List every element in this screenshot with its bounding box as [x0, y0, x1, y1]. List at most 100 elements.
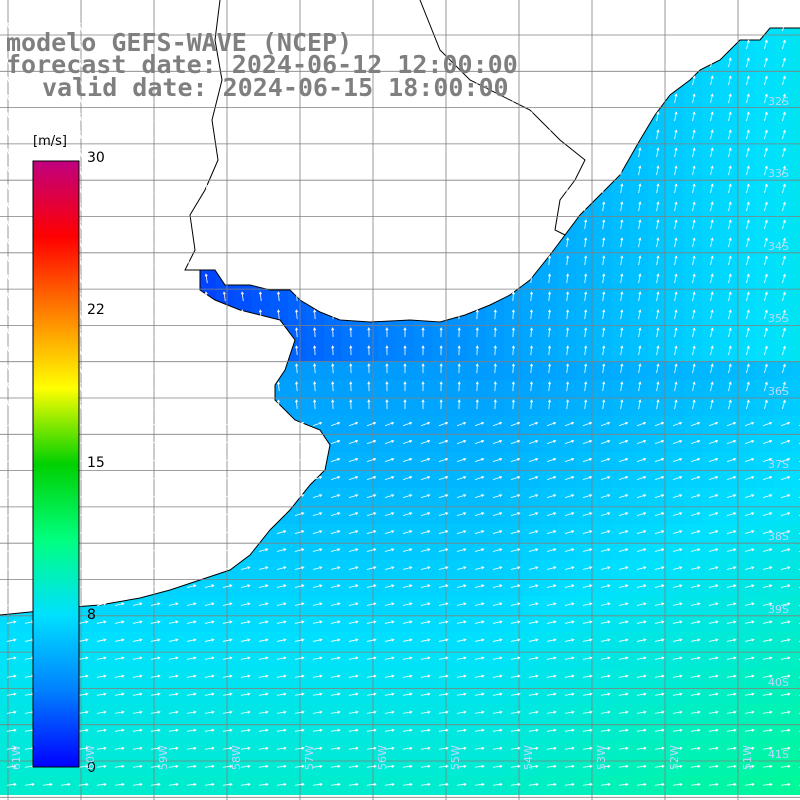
wind-speed-cell [792, 92, 800, 111]
wind-arrow [674, 129, 678, 140]
wind-arrow [618, 710, 629, 714]
wind-speed-cell [396, 452, 415, 471]
wind-speed-cell [342, 380, 361, 399]
wind-arrow [222, 476, 233, 481]
wind-speed-cell [630, 146, 649, 165]
wind-arrow [349, 57, 353, 68]
wind-speed-cell [612, 380, 631, 399]
wind-arrow [439, 255, 443, 266]
wind-speed-cell [684, 326, 703, 345]
wind-arrow [620, 309, 624, 320]
wind-arrow [6, 255, 11, 266]
wind-arrow [566, 291, 570, 302]
wind-speed-cell [576, 398, 595, 417]
wind-speed-cell [198, 722, 217, 741]
wind-arrow [708, 566, 719, 570]
wind-arrow [204, 57, 208, 68]
wind-speed-cell [252, 704, 271, 723]
wind-arrow [313, 381, 317, 392]
wind-speed-cell [378, 740, 397, 759]
wind-arrow [168, 291, 172, 302]
wind-arrow [656, 39, 660, 50]
wind-arrow [114, 129, 118, 140]
wind-arrow [475, 219, 479, 230]
wind-arrow [258, 21, 262, 32]
lat-label: 38S [768, 530, 789, 543]
wind-speed-cell [522, 380, 541, 399]
wind-speed-cell [396, 560, 415, 579]
wind-speed-cell [702, 254, 721, 273]
wind-arrow [348, 512, 359, 516]
wind-arrow [746, 39, 750, 50]
wind-arrow [114, 399, 118, 410]
wind-arrow [348, 728, 359, 732]
wind-speed-cell [666, 344, 685, 363]
wind-arrow [295, 219, 299, 230]
wind-speed-cell [756, 38, 775, 57]
wind-arrow [96, 674, 107, 678]
wind-speed-cell [666, 128, 685, 147]
wind-speed-cell [756, 614, 775, 633]
wind-arrow [672, 566, 683, 570]
wind-arrow [636, 656, 647, 660]
country-border [184, 0, 586, 271]
wind-speed-cell [756, 218, 775, 237]
wind-speed-cell [576, 722, 595, 741]
wind-arrow [511, 165, 515, 176]
wind-arrow [331, 39, 335, 50]
wind-arrow [564, 439, 575, 445]
wind-arrow [222, 674, 233, 678]
wind-arrow [493, 327, 497, 338]
wind-arrow [168, 512, 179, 516]
wind-speed-cell [594, 776, 613, 795]
wind-arrow [384, 584, 395, 588]
wind-speed-cell [270, 758, 289, 777]
wind-arrow [674, 111, 678, 122]
wind-speed-cell [522, 758, 541, 777]
wind-arrow [636, 494, 647, 498]
wind-speed-cell [702, 668, 721, 687]
wind-arrow [602, 381, 606, 392]
wind-speed-cell [378, 452, 397, 471]
colorbar-tick-0: 0 [87, 760, 96, 776]
wind-arrow [438, 421, 449, 427]
wind-arrow [672, 439, 683, 445]
wind-arrow [240, 111, 244, 122]
wind-arrow [295, 165, 299, 176]
wind-speed-cell [90, 614, 109, 633]
wind-speed-cell [504, 758, 523, 777]
wind-speed-cell [306, 614, 325, 633]
wind-arrow [132, 602, 143, 606]
wind-arrow [276, 710, 287, 714]
wind-arrow [294, 746, 305, 750]
wind-speed-cell [108, 614, 127, 633]
wind-arrow [330, 620, 341, 624]
wind-arrow [744, 764, 755, 768]
wind-arrow [367, 183, 371, 194]
wind-speed-cell [468, 344, 487, 363]
wind-arrow [746, 363, 750, 374]
wind-arrow [240, 201, 244, 212]
wind-speed-cell [756, 200, 775, 219]
wind-arrow [114, 165, 118, 176]
wind-arrow [672, 584, 683, 588]
wind-speed-cell [576, 614, 595, 633]
wind-arrow [349, 39, 353, 50]
wind-arrow [132, 399, 136, 410]
wind-arrow [692, 57, 696, 68]
wind-arrow [566, 147, 570, 158]
wind-arrow [6, 327, 11, 338]
wind-speed-cell [666, 326, 685, 345]
wind-speed-cell [342, 506, 361, 525]
wind-arrow [510, 656, 521, 660]
wind-speed-cell [486, 452, 505, 471]
wind-arrow [96, 255, 100, 266]
wind-speed-cell [558, 542, 577, 561]
wind-speed-cell [774, 488, 793, 507]
wind-speed-cell [702, 200, 721, 219]
wind-speed-cell [288, 596, 307, 615]
wind-arrow [132, 566, 143, 570]
wind-speed-cell [720, 380, 739, 399]
wind-arrow [654, 602, 665, 606]
